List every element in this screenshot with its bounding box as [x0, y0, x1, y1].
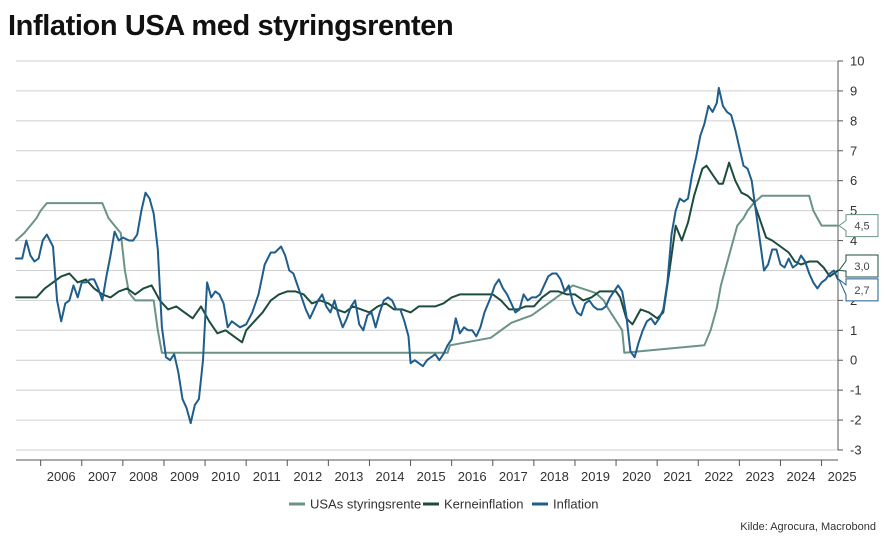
x-tick-label: 2019: [581, 469, 610, 484]
legend-label: Inflation: [553, 497, 599, 512]
y-tick-label: -1: [850, 383, 862, 398]
x-tick-label: 2022: [704, 469, 733, 484]
x-tick-label: 2009: [170, 469, 199, 484]
x-tick-label: 2016: [458, 469, 487, 484]
end-value-label: 3,0: [854, 261, 869, 273]
x-tick-label: 2017: [499, 469, 528, 484]
x-tick-label: 2025: [828, 469, 857, 484]
y-tick-label: -2: [850, 413, 862, 428]
x-tick-label: 2013: [334, 469, 363, 484]
series-line: [15, 161, 839, 344]
x-tick-label: 2023: [745, 469, 774, 484]
y-tick-label: 4: [850, 233, 857, 248]
end-value-badge: [838, 278, 879, 302]
y-tick-label: 9: [850, 83, 857, 98]
y-tick-label: 7: [850, 143, 857, 158]
y-tick-label: 6: [850, 173, 857, 188]
legend-label: USAs styringsrente: [310, 497, 421, 512]
y-tick-label: -3: [850, 443, 862, 458]
x-tick-label: 2006: [47, 469, 76, 484]
y-tick-label: 8: [850, 113, 857, 128]
x-tick-label: 2020: [622, 469, 651, 484]
legend-label: Kerneinflation: [444, 497, 524, 512]
y-tick-label: 5: [850, 203, 857, 218]
series-line: [15, 86, 839, 425]
end-value-badge: [838, 214, 879, 238]
end-value-label: 4,5: [854, 221, 869, 233]
y-tick-label: 10: [850, 54, 864, 69]
x-tick-label: 2018: [540, 469, 569, 484]
series-line: [15, 194, 839, 354]
end-value-label: 2,7: [854, 285, 869, 297]
x-tick-label: 2024: [787, 469, 816, 484]
end-value-badge: [838, 254, 879, 278]
y-tick-label: 0: [850, 353, 857, 368]
x-tick-label: 2014: [376, 469, 405, 484]
x-tick-label: 2010: [211, 469, 240, 484]
source-note: Kilde: Agrocura, Macrobond: [740, 521, 876, 533]
x-tick-label: 2007: [88, 469, 117, 484]
x-tick-label: 2011: [253, 469, 281, 484]
x-tick-label: 2012: [293, 469, 322, 484]
x-tick-label: 2015: [417, 469, 446, 484]
chart-title: Inflation USA med styringsrenten: [8, 10, 454, 42]
x-tick-label: 2008: [129, 469, 158, 484]
y-tick-label: 1: [850, 323, 857, 338]
x-tick-label: 2021: [663, 469, 692, 484]
